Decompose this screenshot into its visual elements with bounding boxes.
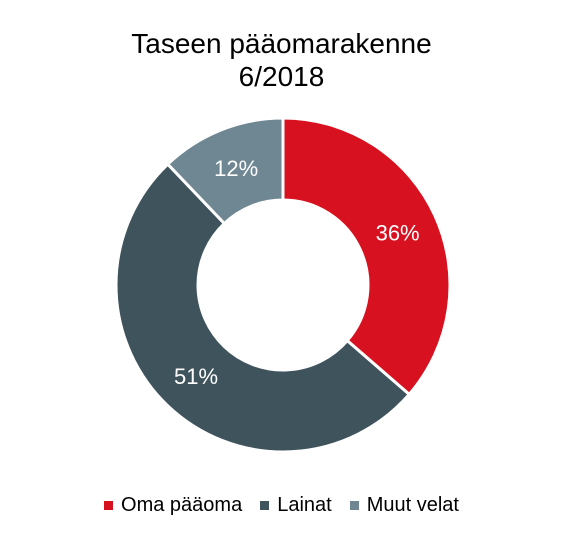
legend-item-muut-velat: Muut velat [349,494,459,517]
legend-label-muut-velat: Muut velat [366,494,459,516]
legend-item-lainat: Lainat [260,494,332,517]
legend-label-oma-paaoma: Oma pääoma [121,494,243,516]
data-label-muut-velat: 12% [214,156,258,181]
legend-swatch-muut-velat [349,501,359,510]
legend-swatch-oma-paaoma [104,501,114,510]
data-label-oma-paaoma: 36% [376,221,420,246]
legend-swatch-lainat [260,501,270,510]
chart-subtitle: 6/2018 [238,61,325,92]
chart-legend: Oma pääoma Lainat Muut velat [0,494,563,517]
chart-title-line1: Taseen pääomarakenne [131,28,432,59]
slice-lainat [114,162,412,454]
legend-label-lainat: Lainat [277,494,332,516]
slice-muut-velat [165,116,285,226]
data-label-lainat: 51% [174,364,218,389]
slice-oma-paaoma [281,116,452,397]
legend-item-oma-paaoma: Oma pääoma [104,494,242,517]
chart-title: Taseen pääomarakenne 6/2018 [0,27,563,93]
